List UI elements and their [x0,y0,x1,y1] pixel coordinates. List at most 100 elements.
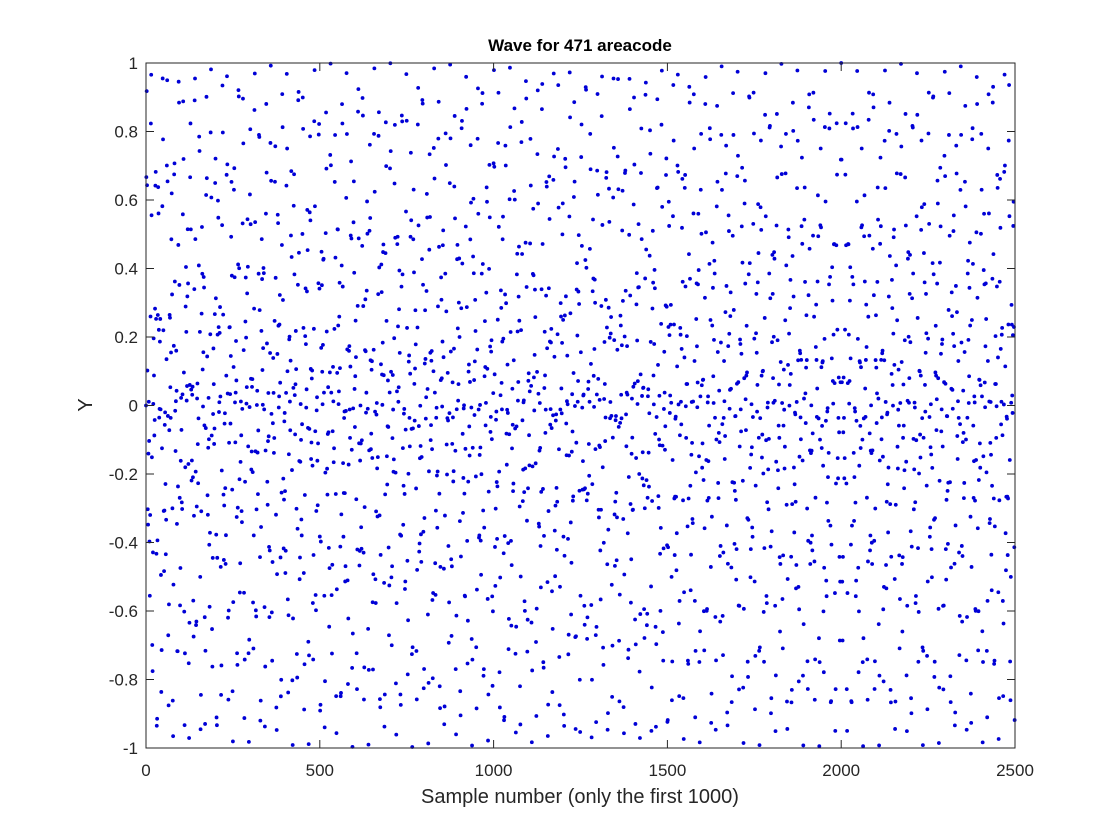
data-point [716,430,721,435]
data-point [703,75,708,79]
data-point [930,575,934,580]
data-point [463,594,467,599]
data-point [568,115,572,120]
data-point [908,340,913,345]
data-point [963,179,967,184]
data-point [449,557,454,562]
data-point [150,669,155,674]
data-point [506,541,511,545]
data-point [217,400,222,405]
data-point [922,251,926,255]
data-point [460,119,464,123]
data-point [578,350,583,355]
data-point [457,256,462,261]
data-point [913,500,918,505]
data-point [907,376,912,381]
data-point [207,604,212,609]
data-point [556,83,561,88]
data-point [784,132,788,136]
data-point [866,314,871,319]
data-point [794,563,799,567]
data-point [421,529,426,534]
data-point [281,476,286,481]
data-point [997,498,1002,503]
data-point [291,385,296,390]
data-point [526,371,531,376]
data-point [682,186,687,190]
data-point [213,181,218,185]
data-point [291,616,295,621]
data-point [380,402,385,407]
data-point [803,280,807,284]
data-point [902,468,907,473]
data-point [502,534,507,538]
data-point [918,373,923,378]
data-point [982,211,986,216]
data-point [1009,400,1014,405]
data-point [918,455,923,460]
data-point [868,548,872,553]
data-point [214,715,219,720]
data-point [536,201,540,206]
data-point [405,326,409,330]
data-point [549,340,553,345]
data-point [382,724,387,729]
data-point [950,314,954,319]
data-point [533,287,537,292]
data-point [279,490,284,495]
data-point [1001,402,1006,407]
data-point [821,463,826,468]
data-point [776,423,781,428]
data-point [478,445,483,450]
data-point [364,410,368,415]
data-point [726,344,731,349]
data-point [445,371,450,375]
data-point [439,275,444,280]
data-point [233,390,238,395]
data-point [985,359,990,363]
data-point [477,453,482,457]
data-point [339,263,344,268]
data-point [644,623,649,628]
data-point [765,500,770,505]
data-point [181,157,186,161]
data-point [789,554,794,559]
data-point [931,272,936,277]
data-point [940,444,945,449]
data-point [389,369,393,374]
data-point [617,592,622,597]
data-point [317,534,322,539]
data-point [475,136,480,141]
data-point [904,673,909,678]
data-point [387,390,392,395]
data-point [158,407,163,412]
data-point [731,308,736,312]
data-point [246,444,251,449]
data-point [544,180,549,184]
data-point [522,599,527,604]
data-point [248,222,253,227]
data-point [461,511,465,515]
data-point [440,404,445,409]
data-point [161,137,165,142]
data-point [351,406,356,411]
data-point [865,657,870,662]
data-point [494,409,499,414]
data-point [237,590,242,595]
data-point [1009,302,1014,307]
data-point [741,606,746,611]
data-point [388,149,393,154]
data-point [560,232,565,237]
data-point [566,536,570,541]
data-point [285,597,290,602]
data-point [244,335,249,340]
data-point [362,697,366,702]
data-point [334,731,339,736]
data-point [919,205,924,210]
data-point [850,111,855,116]
data-point [550,589,554,594]
data-point [232,187,236,192]
data-point [717,440,722,445]
data-point [712,271,717,276]
data-point [473,329,478,333]
